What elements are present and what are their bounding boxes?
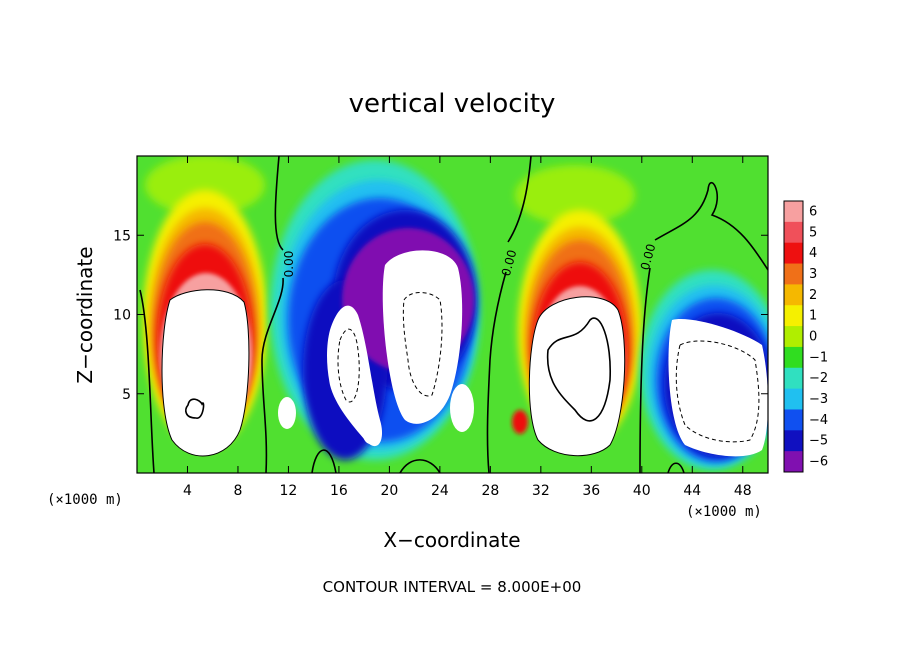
colorbar-swatch: [784, 430, 803, 452]
colorbar-swatch: [784, 201, 803, 223]
contour-label: 0.00: [499, 248, 519, 277]
downdraft-contour-line: [402, 292, 443, 397]
field-green-light: [515, 165, 635, 225]
colorbar-label: 0: [809, 330, 817, 345]
contour-label: 0.00: [638, 242, 658, 271]
colorbar-swatch: [784, 346, 803, 369]
colorbar-swatch: [784, 451, 803, 473]
updraft-contour-line: [185, 398, 205, 419]
colorbar-frame: [783, 200, 804, 473]
colorbar-label: −6: [809, 455, 828, 470]
x-tick-label: 20: [380, 483, 398, 499]
updraft-cell-right: [512, 210, 642, 456]
colorbar-swatch: [784, 263, 803, 285]
field-layer: [143, 156, 768, 470]
y-tick-label: 5: [122, 387, 131, 403]
updraft-contour-line: [161, 289, 250, 457]
field-green-light: [145, 156, 265, 215]
colorbar-swatch: [784, 305, 803, 327]
colorbar-swatch: [784, 326, 803, 348]
colorbar-swatch: [784, 409, 803, 431]
x-tick-label: 40: [633, 483, 651, 499]
updraft-cell-left: [143, 190, 267, 457]
colorbar-label: −1: [809, 350, 828, 365]
colorbar-label: 6: [809, 204, 817, 219]
colorbar-label: 4: [809, 246, 817, 261]
downdraft-cell-right: [640, 270, 768, 470]
colorbar-label: −4: [809, 413, 828, 428]
colorbar-swatch: [784, 367, 803, 390]
zero-contour-line: [639, 181, 768, 473]
contour-interval-note: CONTOUR INTERVAL = 8.000E+00: [323, 578, 582, 596]
zero-contour-line: [261, 156, 284, 473]
zero-contour-line: [486, 156, 532, 473]
downdraft-cell-center: [270, 160, 480, 460]
colorbar-swatch: [784, 242, 803, 265]
colorbar-swatch: [784, 284, 803, 306]
colorbar-label: 1: [809, 309, 817, 324]
x-unit-label-left: (×1000 m): [47, 492, 123, 508]
x-axis: 4 8 12 16 20 24 28 32 36 40 44 48: [183, 156, 752, 499]
x-tick-label: 44: [683, 483, 701, 499]
colorbar-label: −2: [809, 371, 828, 386]
updraft-contour-line: [528, 296, 626, 457]
plot-area: 0.00 0.00 0.00: [136, 155, 769, 474]
colorbar-label: 5: [809, 225, 817, 240]
y-axis: 5 10 15: [113, 228, 768, 403]
contour-lines: [139, 156, 768, 473]
x-axis-label: X−coordinate: [383, 528, 520, 552]
x-tick-label: 16: [330, 483, 348, 499]
downdraft-contour-line: [337, 328, 360, 403]
x-tick-label: 4: [183, 483, 192, 499]
downdraft-contour-line: [675, 340, 760, 443]
chart-title: vertical velocity: [349, 89, 556, 119]
y-tick-label: 15: [113, 228, 131, 244]
updraft-contour-line: [546, 317, 611, 422]
colorbar-label: −3: [809, 392, 828, 407]
zero-contour-line: [139, 289, 155, 473]
colorbar-swatch: [784, 388, 803, 410]
y-axis-label: Z−coordinate: [73, 246, 97, 383]
y-tick-label: 10: [113, 308, 131, 324]
colorbar-label: 2: [809, 288, 817, 303]
colorbar-swatch: [784, 221, 803, 244]
contour-label: 0.00: [282, 251, 296, 278]
ground-contour-line: [311, 449, 685, 473]
x-tick-label: 48: [734, 483, 752, 499]
x-tick-label: 12: [280, 483, 298, 499]
x-tick-label: 24: [431, 483, 449, 499]
x-tick-label: 32: [532, 483, 550, 499]
x-tick-label: 28: [481, 483, 499, 499]
x-unit-label-right: (×1000 m): [686, 504, 762, 520]
x-tick-label: 8: [233, 483, 242, 499]
x-tick-label: 36: [582, 483, 600, 499]
colorbar-label: −5: [809, 434, 828, 449]
contour-labels: 0.00 0.00 0.00: [282, 242, 658, 277]
colorbar: 6 5 4 3 2 1 0 −1 −2 −3 −4 −5 −6: [783, 200, 828, 473]
colorbar-label: 3: [809, 267, 817, 282]
